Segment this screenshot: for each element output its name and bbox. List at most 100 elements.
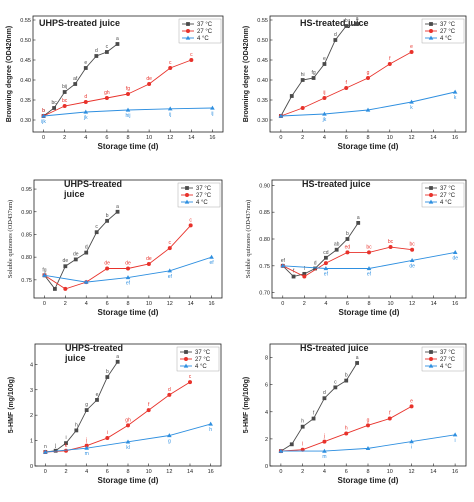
data-point (333, 38, 338, 42)
chart-title-line: HS-treated juice (300, 18, 369, 28)
x-tick-label: 0 (43, 301, 46, 307)
series-line (44, 225, 191, 290)
data-point (302, 271, 307, 276)
significance-label: fg (42, 267, 46, 273)
data-point (146, 408, 151, 413)
data-point (300, 424, 305, 429)
data-point (52, 287, 57, 291)
data-point (409, 404, 414, 409)
data-point (345, 250, 350, 255)
data-point (333, 385, 338, 390)
significance-label: i (65, 435, 66, 441)
data-point (387, 62, 392, 66)
significance-label: cd (323, 250, 329, 256)
data-point (278, 448, 284, 453)
x-tick-label: 12 (408, 135, 414, 141)
data-point (356, 221, 361, 225)
data-point (63, 264, 68, 269)
x-axis-label: Storage time (d) (98, 308, 159, 317)
legend-marker (186, 22, 190, 26)
data-point (167, 106, 173, 111)
data-point (452, 432, 458, 437)
significance-label: c (169, 60, 172, 66)
series-line (280, 91, 456, 117)
y-tick-label: 4 (30, 362, 33, 368)
legend-marker (184, 350, 188, 354)
data-point (64, 448, 68, 453)
legend-marker (429, 186, 433, 190)
data-point (322, 439, 327, 444)
significance-label: d (334, 32, 337, 38)
significance-label: k (65, 443, 68, 449)
y-tick-label: 2 (265, 437, 268, 443)
y-axis-label: Soluble quinones (OD437nm) (245, 200, 252, 278)
chart-title-line: UHPS-treated (65, 343, 123, 353)
data-point (344, 378, 349, 383)
series-1: h f d c b a (278, 355, 360, 453)
legend-marker (185, 193, 189, 197)
series-3: m i i (278, 432, 458, 460)
significance-label: ij (323, 90, 325, 96)
x-tick-label: 0 (279, 135, 282, 141)
y-axis-label: 5-HMF (mg/100g) (8, 377, 15, 433)
data-point (311, 76, 316, 80)
significance-label: ef (168, 274, 173, 280)
chart-title: UHPS-treated juice (63, 179, 122, 199)
data-point (84, 445, 89, 450)
significance-label: m (322, 454, 326, 460)
significance-label: k (410, 105, 413, 111)
legend-label: 27 °C (440, 357, 456, 363)
x-axis-label: Storage time (d) (98, 476, 159, 485)
x-tick-label: 10 (146, 135, 152, 141)
significance-label: g (85, 402, 88, 408)
data-point (344, 431, 349, 436)
legend-marker (429, 193, 433, 197)
significance-label: d (95, 48, 98, 54)
significance-label: a (356, 355, 359, 361)
legend-marker (429, 357, 433, 361)
significance-label: jk (83, 115, 88, 121)
chart-title-line: UHPS-treated (64, 179, 122, 189)
data-point (344, 24, 349, 28)
series-3: ef ef de de (280, 250, 458, 278)
significance-label: m (85, 451, 89, 457)
significance-label: c (190, 52, 193, 58)
significance-label: d (314, 261, 317, 267)
significance-label: g (168, 439, 171, 445)
x-tick-label: 2 (303, 301, 306, 307)
x-tick-label: 6 (345, 135, 348, 141)
significance-label: a (116, 36, 119, 42)
y-tick-label: 0.40 (257, 78, 268, 84)
significance-label: n (44, 444, 47, 450)
significance-label: b (42, 108, 45, 114)
significance-label: a (356, 16, 359, 22)
data-point (210, 105, 215, 110)
legend-marker (186, 29, 190, 33)
legend-marker (185, 35, 191, 40)
data-point (74, 428, 79, 433)
y-tick-label: 0.90 (259, 183, 270, 189)
significance-label: h (75, 422, 78, 428)
chart-title: UHPS-treated juice (64, 343, 123, 363)
series-2: ed bc bc bc (280, 239, 415, 279)
data-point (365, 445, 371, 450)
x-tick-label: 12 (166, 469, 172, 475)
data-point (105, 266, 110, 271)
x-tick-label: 2 (301, 469, 304, 475)
significance-label: h (301, 419, 304, 425)
data-point (452, 89, 458, 94)
x-tick-label: 2 (64, 301, 67, 307)
x-tick-label: 14 (430, 469, 436, 475)
significance-label: ijk (41, 119, 46, 125)
y-tick-label: 0.75 (259, 264, 270, 270)
y-tick-label: 0.80 (259, 237, 270, 243)
data-point (126, 92, 130, 96)
x-tick-label: 0 (42, 135, 45, 141)
data-point (289, 94, 294, 98)
data-point (126, 423, 130, 428)
x-tick-label: 4 (323, 135, 326, 141)
data-point (388, 245, 393, 250)
